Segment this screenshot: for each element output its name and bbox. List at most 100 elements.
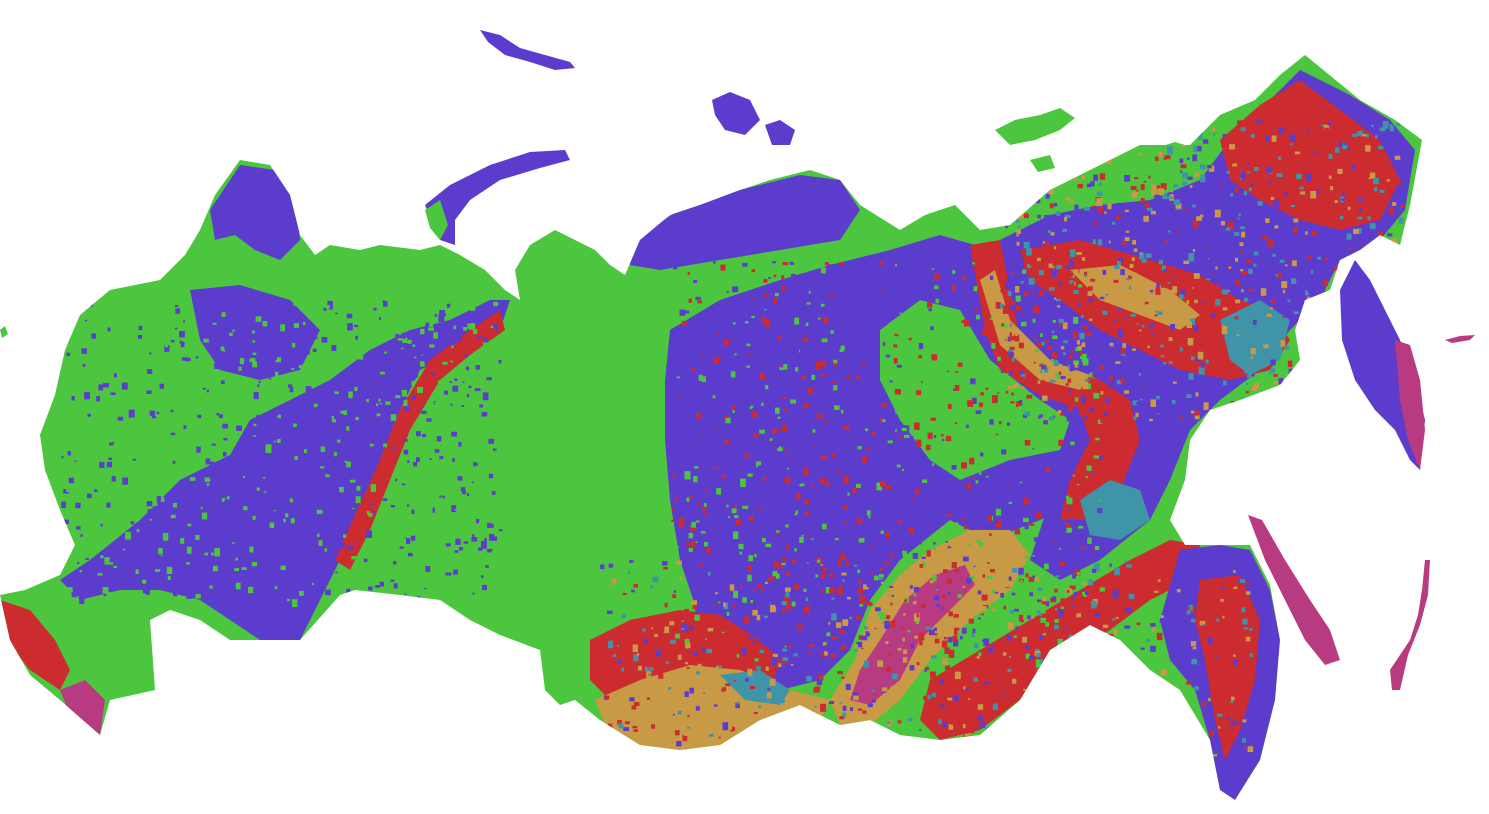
- terrain-speckle: [189, 477, 196, 481]
- terrain-speckle: [995, 302, 1001, 309]
- terrain-speckle: [210, 461, 215, 467]
- terrain-speckle: [280, 324, 286, 332]
- terrain-speckle: [1004, 339, 1007, 341]
- terrain-speckle: [486, 587, 491, 590]
- terrain-speckle: [690, 541, 696, 547]
- terrain-speckle: [85, 310, 91, 315]
- terrain-speckle: [441, 575, 447, 580]
- terrain-speckle: [1079, 409, 1085, 416]
- terrain-speckle: [1047, 345, 1052, 351]
- terrain-speckle: [1022, 284, 1026, 288]
- terrain-speckle: [810, 537, 813, 540]
- terrain-speckle: [1215, 298, 1221, 306]
- terrain-speckle: [1327, 381, 1333, 388]
- terrain-speckle: [1181, 144, 1186, 147]
- terrain-speckle: [705, 488, 708, 492]
- terrain-speckle: [1282, 316, 1286, 319]
- terrain-speckle: [781, 609, 787, 613]
- terrain-speckle: [1009, 332, 1015, 341]
- terrain-speckle: [1118, 308, 1122, 311]
- terrain-speckle: [1125, 586, 1128, 590]
- terrain-speckle: [869, 602, 873, 606]
- terrain-speckle: [1266, 313, 1272, 317]
- terrain-speckle: [293, 323, 299, 328]
- terrain-speckle: [1069, 414, 1072, 416]
- terrain-speckle: [1119, 654, 1125, 661]
- terrain-speckle: [1073, 316, 1079, 324]
- terrain-speckle: [1367, 216, 1371, 221]
- terrain-speckle: [769, 678, 776, 686]
- terrain-speckle: [1029, 592, 1034, 597]
- terrain-speckle: [765, 666, 769, 671]
- terrain-speckle: [778, 430, 781, 432]
- terrain-speckle: [734, 679, 737, 682]
- terrain-speckle: [1136, 407, 1139, 411]
- terrain-speckle: [856, 518, 863, 525]
- terrain-speckle: [389, 319, 393, 323]
- terrain-speckle: [716, 488, 721, 495]
- terrain-speckle: [327, 319, 334, 325]
- terrain-speckle: [944, 284, 949, 290]
- terrain-speckle: [756, 615, 761, 621]
- terrain-speckle: [880, 462, 887, 468]
- terrain-speckle: [176, 376, 182, 384]
- terrain-speckle: [880, 261, 884, 267]
- terrain-speckle: [1066, 497, 1073, 505]
- terrain-speckle: [927, 302, 933, 308]
- terrain-speckle: [434, 314, 438, 317]
- terrain-speckle: [1270, 359, 1276, 366]
- terrain-speckle: [390, 579, 395, 582]
- terrain-speckle: [488, 473, 494, 479]
- terrain-speckle: [624, 721, 630, 725]
- terrain-speckle: [1305, 290, 1309, 296]
- terrain-speckle: [1182, 181, 1188, 187]
- terrain-speckle: [785, 587, 791, 592]
- terrain-speckle: [782, 408, 788, 411]
- terrain-speckle: [1116, 379, 1122, 385]
- terrain-speckle: [1052, 266, 1055, 269]
- terrain-speckle: [618, 659, 622, 663]
- terrain-speckle: [800, 349, 805, 354]
- terrain-speckle: [632, 725, 638, 729]
- terrain-speckle: [940, 455, 945, 459]
- terrain-speckle: [1160, 669, 1167, 675]
- terrain-speckle: [320, 466, 325, 469]
- terrain-speckle: [947, 697, 953, 701]
- terrain-speckle: [1113, 156, 1117, 159]
- terrain-speckle: [1043, 759, 1046, 764]
- terrain-speckle: [1358, 198, 1363, 202]
- terrain-speckle: [1123, 136, 1128, 139]
- terrain-speckle: [913, 593, 917, 597]
- terrain-speckle: [920, 603, 926, 608]
- terrain-speckle: [1138, 329, 1142, 332]
- terrain-speckle: [356, 444, 362, 450]
- terrain-speckle: [392, 446, 395, 450]
- terrain-speckle: [633, 702, 640, 706]
- terrain-speckle: [607, 723, 613, 728]
- terrain-speckle: [988, 648, 993, 653]
- terrain-speckle: [710, 281, 715, 284]
- terrain-speckle: [344, 460, 347, 463]
- terrain-speckle: [769, 293, 772, 295]
- terrain-speckle: [1304, 122, 1309, 126]
- terrain-speckle: [829, 510, 835, 514]
- terrain-speckle: [1001, 269, 1006, 276]
- terrain-speckle: [737, 701, 740, 705]
- terrain-speckle: [1227, 222, 1234, 230]
- terrain-speckle: [862, 757, 868, 764]
- terrain-speckle: [299, 590, 304, 596]
- terrain-speckle: [267, 374, 272, 380]
- terrain-speckle: [1015, 333, 1018, 337]
- terrain-speckle: [453, 442, 457, 445]
- terrain-speckle: [245, 326, 250, 331]
- terrain-speckle: [1378, 146, 1384, 150]
- terrain-speckle: [1377, 231, 1384, 238]
- terrain-speckle: [130, 521, 135, 525]
- terrain-speckle: [687, 665, 694, 670]
- terrain-speckle: [340, 543, 346, 549]
- terrain-speckle: [912, 497, 915, 500]
- terrain-speckle: [926, 550, 931, 557]
- terrain-speckle: [160, 497, 165, 502]
- terrain-speckle: [1188, 373, 1194, 380]
- terrain-speckle: [858, 538, 865, 543]
